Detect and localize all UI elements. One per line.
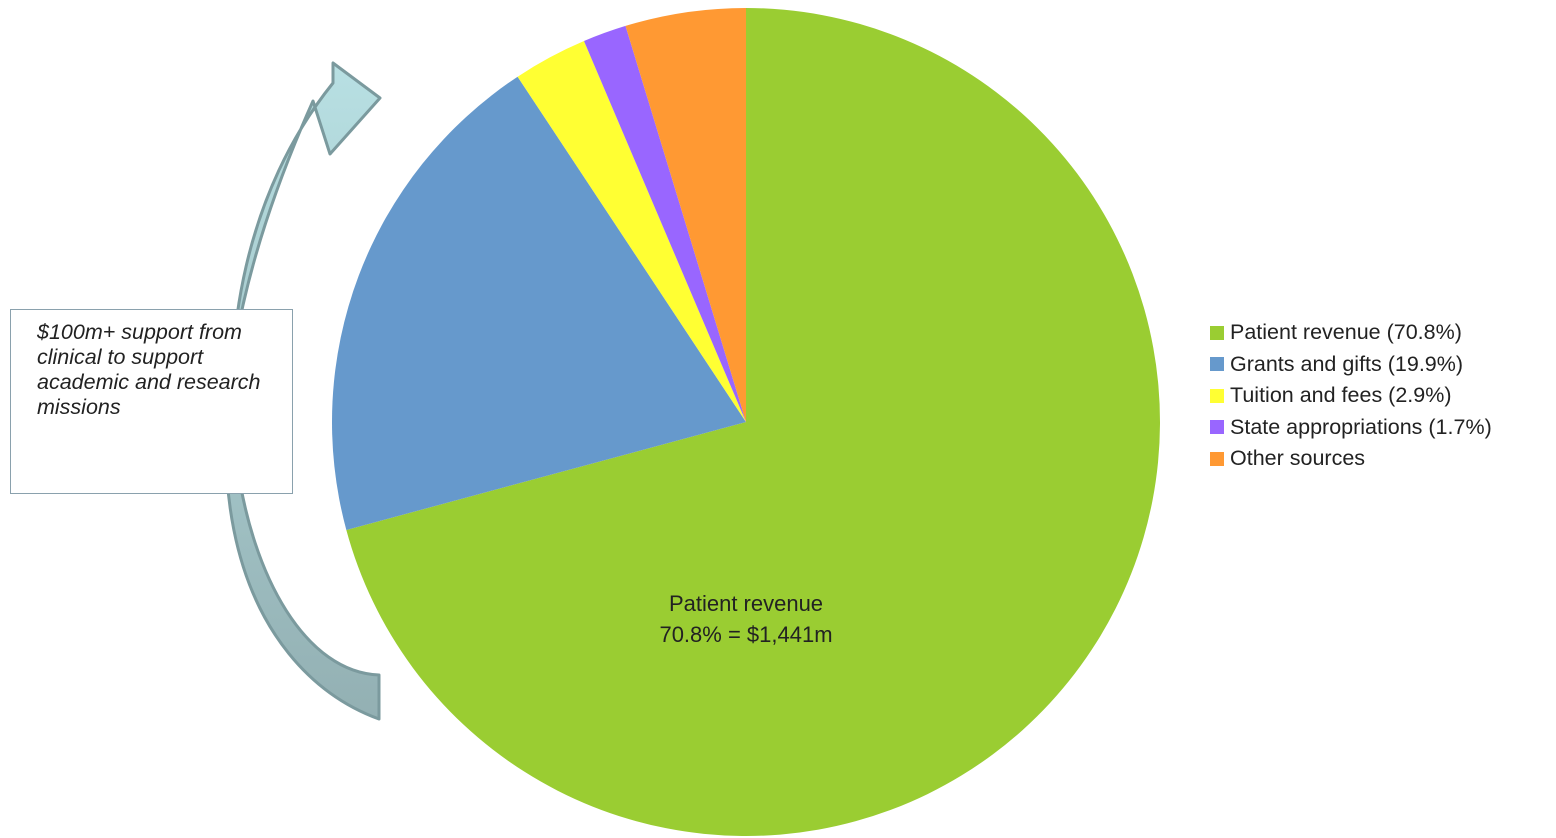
- pie-slice-1: [332, 76, 746, 530]
- legend-swatch: [1210, 451, 1224, 466]
- pie-slice-3: [583, 25, 746, 423]
- slice-annotation-line2: 70.8% = $1,441m: [659, 622, 833, 647]
- pie-slice-4: [625, 8, 746, 422]
- legend-label: Other sources: [1230, 446, 1366, 471]
- chart-legend: Patient revenue (70.8%) Grants and gifts …: [1210, 317, 1492, 475]
- legend-label: Tuition and fees (2.9%): [1230, 383, 1452, 408]
- legend-label: Patient revenue (70.8%): [1230, 320, 1462, 345]
- legend-swatch: [1210, 388, 1224, 403]
- legend-swatch: [1210, 420, 1224, 435]
- slice-annotation: Patient revenue 70.8% = $1,441m: [596, 588, 896, 650]
- callout-box: $100m+ support from clinical to support …: [10, 309, 293, 494]
- legend-item: Other sources: [1210, 443, 1492, 475]
- pie-slice-2: [517, 41, 746, 422]
- curved-arrow-shape: [224, 61, 382, 721]
- callout-text: $100m+ support from clinical to support …: [37, 320, 261, 419]
- legend-item: State appropriations (1.7%): [1210, 412, 1492, 444]
- slice-annotation-line1: Patient revenue: [668, 591, 824, 616]
- legend-swatch: [1210, 357, 1224, 372]
- legend-label: Grants and gifts (19.9%): [1230, 351, 1464, 376]
- legend-item: Tuition and fees (2.9%): [1210, 380, 1492, 412]
- legend-swatch: [1210, 325, 1224, 340]
- legend-item: Grants and gifts (19.9%): [1210, 349, 1492, 381]
- legend-label: State appropriations (1.7%): [1230, 414, 1492, 439]
- legend-item: Patient revenue (70.8%): [1210, 317, 1492, 349]
- pie-slice-0: [346, 8, 1160, 836]
